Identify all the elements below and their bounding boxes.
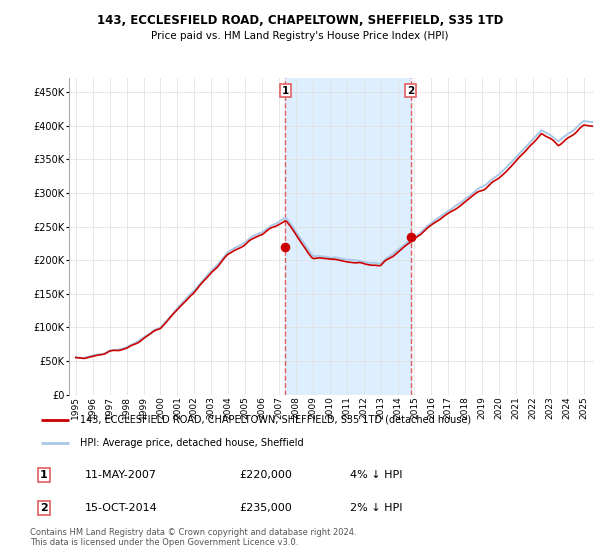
Text: £220,000: £220,000	[240, 470, 293, 480]
Text: 2: 2	[407, 86, 415, 96]
Text: Contains HM Land Registry data © Crown copyright and database right 2024.
This d: Contains HM Land Registry data © Crown c…	[30, 528, 356, 547]
Text: HPI: Average price, detached house, Sheffield: HPI: Average price, detached house, Shef…	[80, 438, 304, 448]
Text: Price paid vs. HM Land Registry's House Price Index (HPI): Price paid vs. HM Land Registry's House …	[151, 31, 449, 41]
Text: 143, ECCLESFIELD ROAD, CHAPELTOWN, SHEFFIELD, S35 1TD: 143, ECCLESFIELD ROAD, CHAPELTOWN, SHEFF…	[97, 14, 503, 27]
Text: £235,000: £235,000	[240, 503, 293, 513]
Text: 1: 1	[40, 470, 47, 480]
Text: 2% ↓ HPI: 2% ↓ HPI	[350, 503, 403, 513]
Text: 4% ↓ HPI: 4% ↓ HPI	[350, 470, 403, 480]
Text: 11-MAY-2007: 11-MAY-2007	[85, 470, 157, 480]
Bar	[285, 78, 411, 395]
Text: 2: 2	[40, 503, 47, 513]
Text: 143, ECCLESFIELD ROAD, CHAPELTOWN, SHEFFIELD, S35 1TD (detached house): 143, ECCLESFIELD ROAD, CHAPELTOWN, SHEFF…	[80, 414, 471, 424]
Point	[280, 242, 290, 251]
Point	[406, 232, 416, 241]
Text: 15-OCT-2014: 15-OCT-2014	[85, 503, 158, 513]
Text: 1: 1	[281, 86, 289, 96]
